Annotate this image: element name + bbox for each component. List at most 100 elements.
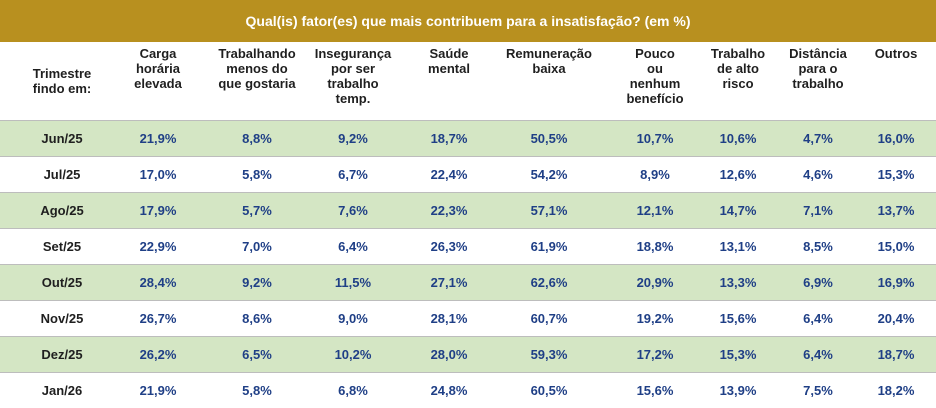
table-cell: 12,6% (719, 167, 757, 182)
table-cell: 22,3% (430, 203, 468, 218)
column-header: Pouco ou nenhum benefício (626, 46, 684, 106)
table-cell: 15,0% (877, 239, 915, 254)
table-cell: 7,5% (803, 383, 833, 398)
table-cell: 13,7% (877, 203, 915, 218)
row-period: Jul/25 (43, 167, 81, 182)
table-cell: 28,4% (139, 275, 177, 290)
table-cell: 22,9% (139, 239, 177, 254)
table-cell: 17,9% (139, 203, 177, 218)
table-cell: 28,1% (430, 311, 468, 326)
table-cell: 16,9% (877, 275, 915, 290)
table-cell: 6,4% (803, 347, 833, 362)
table-cell: 6,4% (803, 311, 833, 326)
table-cell: 13,1% (719, 239, 757, 254)
table-cell: 20,9% (636, 275, 674, 290)
table-row: Nov/25 26,7% 8,6% 9,0% 28,1% 60,7% 19,2% 15,6% 6… (0, 301, 936, 337)
table-cell: 5,8% (242, 167, 272, 182)
column-header: Trabalho de alto risco (710, 46, 766, 91)
table-header: Trimestre findo em: Carga horária elevada Tra… (0, 42, 936, 121)
table-cell: 10,7% (636, 131, 674, 146)
table-row: Dez/25 26,2% 6,5% 10,2% 28,0% 59,3% 17,2% 15,3%… (0, 337, 936, 373)
table-cell: 15,6% (636, 383, 674, 398)
table-cell: 8,9% (640, 167, 670, 182)
column-header: Carga horária elevada (134, 46, 182, 91)
column-header: Saúde mental (428, 46, 470, 76)
table-cell: 59,3% (530, 347, 568, 362)
table-cell: 60,7% (530, 311, 568, 326)
table-cell: 21,9% (139, 383, 177, 398)
table-cell: 18,2% (877, 383, 915, 398)
table-cell: 16,0% (877, 131, 915, 146)
table-row: Set/25 22,9% 7,0% 6,4% 26,3% 61,9% 18,8% 13,1% 8… (0, 229, 936, 265)
table-cell: 18,7% (877, 347, 915, 362)
table-cell: 8,5% (803, 239, 833, 254)
column-header: Outros (874, 46, 918, 61)
column-header: Distância para o trabalho (789, 46, 847, 91)
table-cell: 18,7% (430, 131, 468, 146)
table-cell: 14,7% (719, 203, 757, 218)
column-header: Trabalhando menos do que gostaria (218, 46, 296, 91)
table-cell: 62,6% (530, 275, 568, 290)
table-cell: 17,2% (636, 347, 674, 362)
table-cell: 22,4% (430, 167, 468, 182)
table-cell: 8,6% (242, 311, 272, 326)
table-cell: 9,2% (338, 131, 368, 146)
table-cell: 19,2% (636, 311, 674, 326)
table-cell: 13,9% (719, 383, 757, 398)
table-cell: 6,8% (338, 383, 368, 398)
row-period: Jun/25 (41, 131, 83, 146)
row-period: Nov/25 (40, 311, 84, 326)
table-cell: 7,0% (242, 239, 272, 254)
table-cell: 8,8% (242, 131, 272, 146)
row-period: Out/25 (41, 275, 83, 290)
table-row: Ago/25 17,9% 5,7% 7,6% 22,3% 57,1% 12,1% 14,7% 7… (0, 193, 936, 229)
table-cell: 15,6% (719, 311, 757, 326)
table-cell: 26,3% (430, 239, 468, 254)
table-cell: 6,5% (242, 347, 272, 362)
table-row: Jul/25 17,0% 5,8% 6,7% 22,4% 54,2% 8,9% 12,6% 4,… (0, 157, 936, 193)
table-cell: 4,7% (803, 131, 833, 146)
column-header: Trimestre findo em: (32, 66, 92, 96)
table-row: Jan/26 21,9% 5,8% 6,8% 24,8% 60,5% 15,6% 13,9% 7… (0, 373, 936, 408)
table-cell: 21,9% (139, 131, 177, 146)
row-period: Ago/25 (40, 203, 84, 218)
table-cell: 5,7% (242, 203, 272, 218)
table-cell: 15,3% (719, 347, 757, 362)
table-cell: 26,2% (139, 347, 177, 362)
table-cell: 57,1% (530, 203, 568, 218)
table-title: Qual(is) fator(es) que mais contribuem p… (0, 0, 936, 42)
table-cell: 6,9% (803, 275, 833, 290)
column-header: Insegurança por ser trabalho temp. (314, 46, 392, 106)
table-row: Out/25 28,4% 9,2% 11,5% 27,1% 62,6% 20,9% 13,3%… (0, 265, 936, 301)
table-row: Jun/25 21,9% 8,8% 9,2% 18,7% 50,5% 10,7% 10,6% 4… (0, 121, 936, 157)
table-cell: 26,7% (139, 311, 177, 326)
table-cell: 9,2% (242, 275, 272, 290)
table-cell: 6,4% (338, 239, 368, 254)
table-cell: 12,1% (636, 203, 674, 218)
table-cell: 10,6% (719, 131, 757, 146)
row-period: Dez/25 (41, 347, 83, 362)
table-cell: 17,0% (139, 167, 177, 182)
table-cell: 10,2% (334, 347, 372, 362)
table-cell: 7,1% (803, 203, 833, 218)
table-cell: 11,5% (334, 275, 372, 290)
table-cell: 20,4% (877, 311, 915, 326)
row-period: Jan/26 (41, 383, 83, 398)
table-cell: 13,3% (719, 275, 757, 290)
table-cell: 18,8% (636, 239, 674, 254)
table-cell: 5,8% (242, 383, 272, 398)
table-cell: 27,1% (430, 275, 468, 290)
table-body: Jun/25 21,9% 8,8% 9,2% 18,7% 50,5% 10,7% 10,6% 4… (0, 121, 936, 408)
table-cell: 7,6% (338, 203, 368, 218)
table-cell: 24,8% (430, 383, 468, 398)
table-cell: 54,2% (530, 167, 568, 182)
table-cell: 28,0% (430, 347, 468, 362)
table-cell: 60,5% (530, 383, 568, 398)
table-cell: 61,9% (530, 239, 568, 254)
table-cell: 50,5% (530, 131, 568, 146)
row-period: Set/25 (42, 239, 82, 254)
table-cell: 4,6% (803, 167, 833, 182)
table-cell: 6,7% (338, 167, 368, 182)
table-cell: 15,3% (877, 167, 915, 182)
